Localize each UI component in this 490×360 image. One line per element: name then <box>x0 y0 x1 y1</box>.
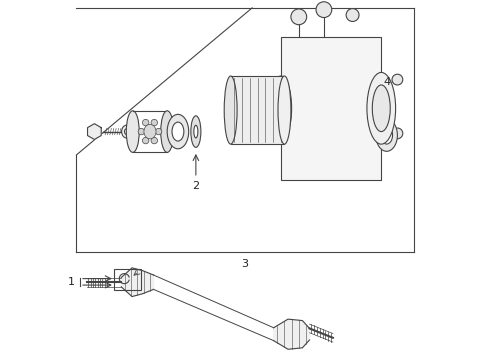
Ellipse shape <box>143 138 149 144</box>
Ellipse shape <box>381 126 392 144</box>
Polygon shape <box>88 124 101 139</box>
Text: 3: 3 <box>242 259 248 269</box>
Ellipse shape <box>316 2 332 18</box>
Bar <box>231 76 285 144</box>
Ellipse shape <box>376 119 397 151</box>
Ellipse shape <box>122 125 132 138</box>
Ellipse shape <box>224 76 237 144</box>
Ellipse shape <box>392 128 403 139</box>
Ellipse shape <box>346 9 359 22</box>
Ellipse shape <box>372 85 390 132</box>
Ellipse shape <box>143 120 149 126</box>
Ellipse shape <box>367 72 395 144</box>
Ellipse shape <box>392 74 403 85</box>
Text: 4: 4 <box>383 77 390 87</box>
Ellipse shape <box>126 111 139 152</box>
Ellipse shape <box>270 76 292 140</box>
Ellipse shape <box>151 120 157 126</box>
Ellipse shape <box>161 111 173 152</box>
Bar <box>281 37 381 180</box>
Ellipse shape <box>191 116 201 147</box>
Ellipse shape <box>172 122 184 141</box>
Ellipse shape <box>167 114 189 149</box>
Polygon shape <box>122 268 153 297</box>
Ellipse shape <box>194 125 198 138</box>
Text: 1: 1 <box>68 277 74 287</box>
Bar <box>114 269 141 290</box>
Ellipse shape <box>124 129 129 134</box>
Ellipse shape <box>138 129 145 135</box>
Ellipse shape <box>144 124 156 139</box>
Ellipse shape <box>291 9 307 25</box>
Ellipse shape <box>278 76 291 144</box>
Ellipse shape <box>151 138 157 144</box>
Ellipse shape <box>155 129 162 135</box>
Polygon shape <box>274 319 310 349</box>
Text: 2: 2 <box>192 181 199 192</box>
